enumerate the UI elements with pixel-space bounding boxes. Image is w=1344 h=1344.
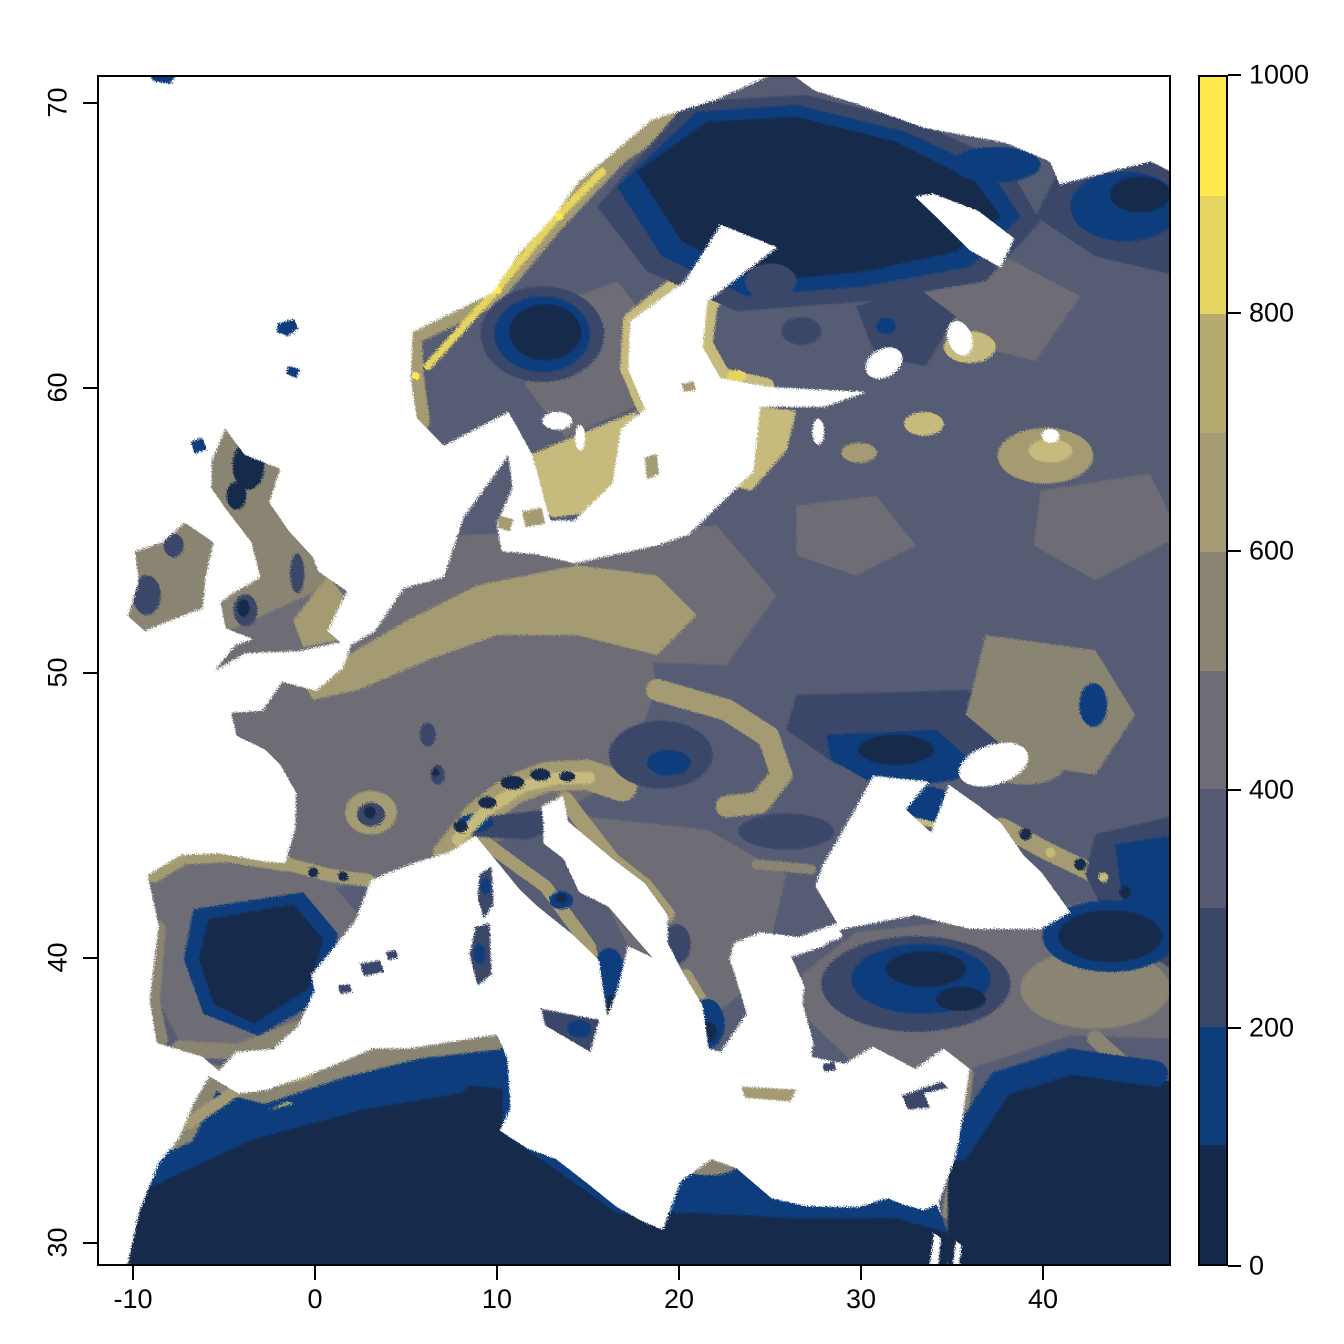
x-tick-mark: [1041, 1266, 1044, 1280]
europe-raster-map: [125, 77, 1169, 1264]
legend-segment: [1200, 789, 1226, 908]
legend-segment: [1200, 433, 1226, 552]
y-tick-label: 60: [42, 372, 73, 403]
x-tick-label: 30: [846, 1284, 877, 1314]
legend-tick-label: 1000: [1249, 59, 1310, 90]
y-tick-label: 50: [42, 657, 73, 688]
legend-tick-label: 400: [1249, 774, 1295, 805]
y-tick-mark: [83, 672, 97, 674]
x-tick-mark: [131, 1266, 134, 1280]
legend-segment: [1200, 314, 1226, 434]
x-tick-label: 0: [307, 1284, 323, 1314]
y-tick-label: 40: [42, 942, 73, 973]
legend-tick-mark: [1228, 788, 1241, 791]
low-value-zones: [125, 94, 1169, 1264]
legend-tick-mark: [1228, 550, 1241, 553]
x-tick-label: 40: [1027, 1284, 1058, 1314]
x-tick-label: 20: [663, 1284, 695, 1314]
legend-tick-mark: [1228, 312, 1241, 315]
map-plot-area: [97, 75, 1171, 1266]
legend-segment: [1200, 1145, 1226, 1265]
legend-tick-label: 200: [1249, 1012, 1295, 1043]
legend-segment: [1200, 551, 1226, 671]
x-tick-label: 10: [481, 1284, 512, 1314]
x-tick-mark: [678, 1266, 680, 1280]
legend-segment: [1200, 195, 1226, 315]
y-tick-mark: [83, 386, 97, 389]
y-tick-mark: [83, 957, 97, 959]
x-tick-mark: [860, 1266, 863, 1280]
legend-segment: [1200, 1026, 1226, 1146]
x-tick-mark: [314, 1266, 317, 1280]
legend-colorbar: [1198, 75, 1228, 1266]
ridge-accents: [226, 430, 1132, 899]
legend-tick-mark: [1228, 74, 1241, 76]
y-tick-mark: [83, 1242, 97, 1244]
legend-segment: [1200, 670, 1226, 790]
x-tick-label: -10: [113, 1284, 153, 1314]
y-tick-label: 30: [42, 1227, 73, 1258]
seas-lakes: [542, 193, 1060, 1264]
y-tick-label: 70: [42, 87, 73, 118]
legend-tick-mark: [1228, 1265, 1241, 1267]
legend-tick-label: 600: [1249, 535, 1295, 566]
legend-segment: [1200, 907, 1226, 1027]
legend-segment: [1200, 77, 1226, 196]
legend-tick-label: 800: [1249, 297, 1295, 328]
x-tick-mark: [495, 1266, 498, 1280]
legend-tick-label: 0: [1249, 1250, 1265, 1281]
y-tick-mark: [83, 101, 97, 104]
legend-tick-mark: [1228, 1026, 1241, 1029]
